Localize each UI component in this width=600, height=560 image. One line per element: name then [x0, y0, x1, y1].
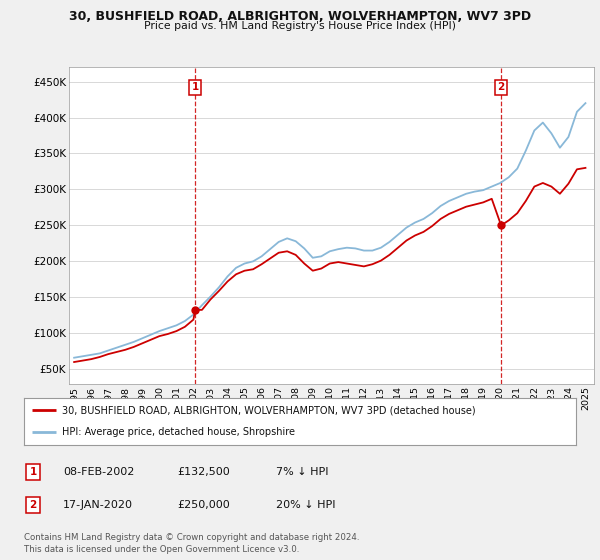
Text: 1: 1: [191, 82, 199, 92]
Text: 2: 2: [497, 82, 505, 92]
Text: 30, BUSHFIELD ROAD, ALBRIGHTON, WOLVERHAMPTON, WV7 3PD (detached house): 30, BUSHFIELD ROAD, ALBRIGHTON, WOLVERHA…: [62, 405, 475, 416]
Text: Contains HM Land Registry data © Crown copyright and database right 2024.
This d: Contains HM Land Registry data © Crown c…: [24, 533, 359, 554]
Text: 08-FEB-2002: 08-FEB-2002: [63, 467, 134, 477]
Text: 20% ↓ HPI: 20% ↓ HPI: [276, 500, 335, 510]
Text: 17-JAN-2020: 17-JAN-2020: [63, 500, 133, 510]
Text: £250,000: £250,000: [177, 500, 230, 510]
Text: £132,500: £132,500: [177, 467, 230, 477]
Text: Price paid vs. HM Land Registry's House Price Index (HPI): Price paid vs. HM Land Registry's House …: [144, 21, 456, 31]
Text: 1: 1: [29, 467, 37, 477]
Text: 2: 2: [29, 500, 37, 510]
Text: 7% ↓ HPI: 7% ↓ HPI: [276, 467, 329, 477]
Text: 30, BUSHFIELD ROAD, ALBRIGHTON, WOLVERHAMPTON, WV7 3PD: 30, BUSHFIELD ROAD, ALBRIGHTON, WOLVERHA…: [69, 10, 531, 23]
Text: HPI: Average price, detached house, Shropshire: HPI: Average price, detached house, Shro…: [62, 427, 295, 437]
